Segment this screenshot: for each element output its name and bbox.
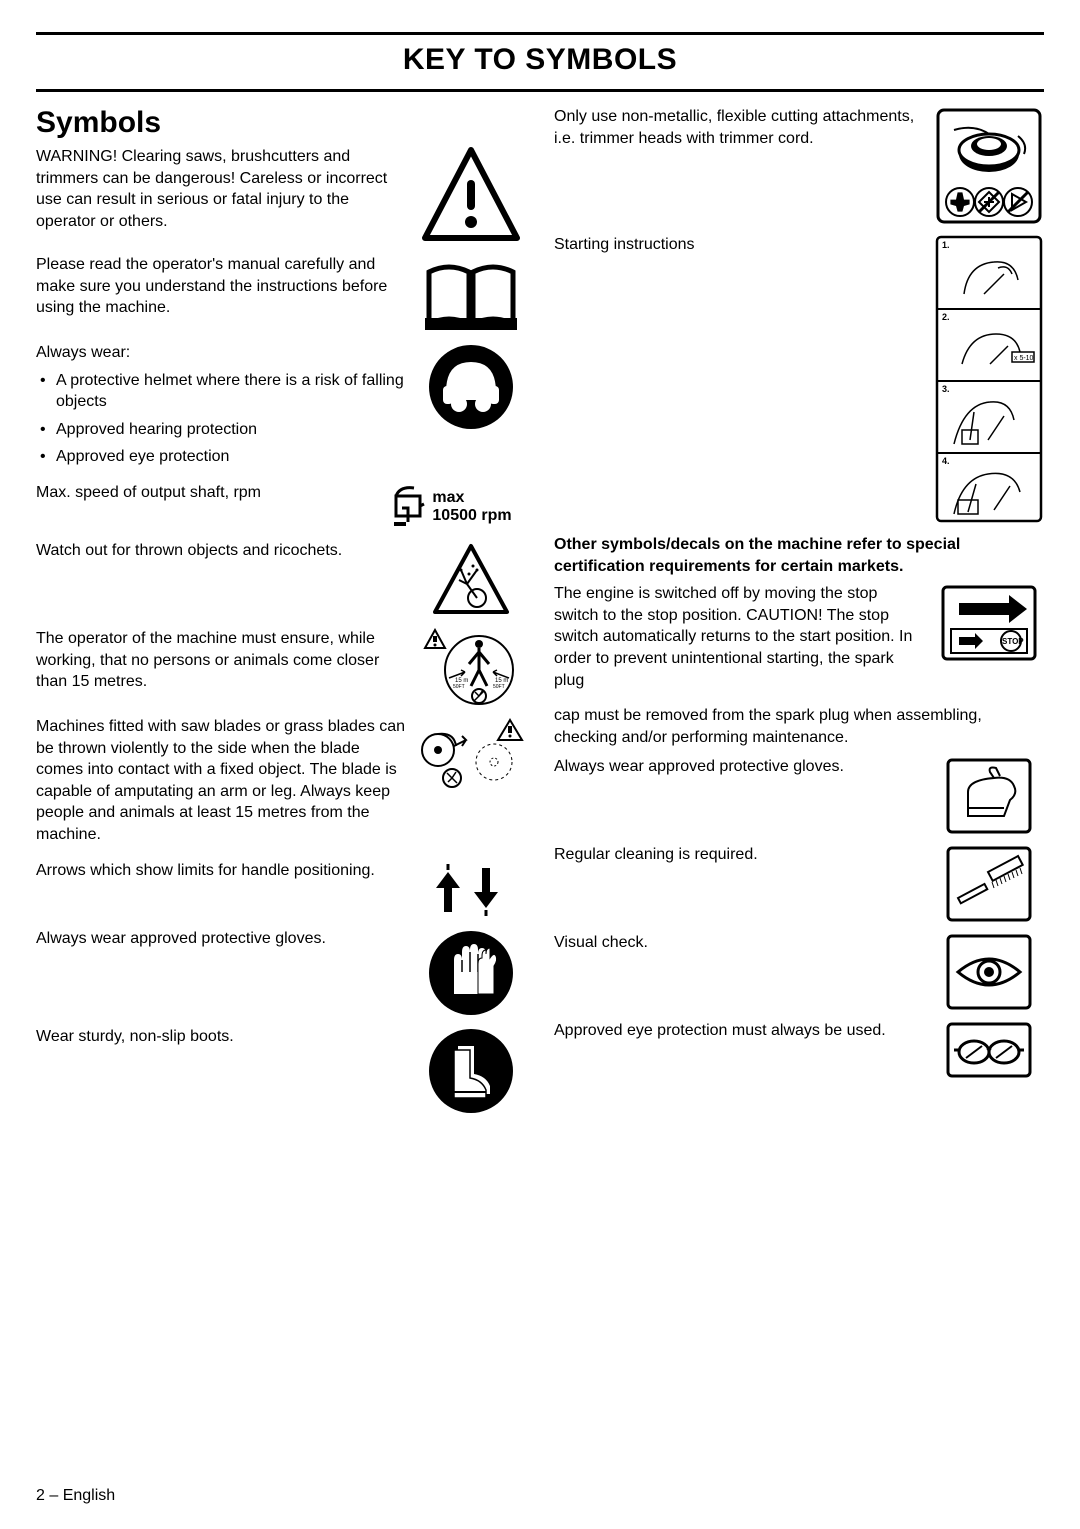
entry-boots: Wear sturdy, non-slip boots. bbox=[36, 1026, 526, 1116]
svg-text:50FT: 50FT bbox=[493, 684, 505, 690]
entry-trimmer: Only use non-metallic, flexible cutting … bbox=[554, 106, 1044, 226]
gloves-text: Always wear approved protective gloves. bbox=[36, 928, 406, 950]
warning-text: WARNING! Clearing saws, brushcutters and… bbox=[36, 146, 406, 232]
left-column: Symbols WARNING! Clearing saws, brushcut… bbox=[36, 106, 526, 1124]
max-rpm-label: Max. speed of output shaft, rpm bbox=[36, 482, 366, 504]
entry-blade: Machines fitted with saw blades or grass… bbox=[36, 716, 526, 852]
entry-gloves: Always wear approved protective gloves. bbox=[36, 928, 526, 1018]
svg-text:50FT: 50FT bbox=[453, 684, 465, 690]
ricochets-icon bbox=[416, 540, 526, 620]
blade-text: Machines fitted with saw blades or grass… bbox=[36, 716, 406, 846]
svg-text:x 5-10: x 5-10 bbox=[1014, 355, 1034, 362]
entry-max-rpm: Max. speed of output shaft, rpm max 1050… bbox=[36, 482, 526, 532]
entry-distance: The operator of the machine must ensure,… bbox=[36, 628, 526, 708]
gloves2-text: Always wear approved protective gloves. bbox=[554, 756, 924, 778]
page-title: KEY TO SYMBOLS bbox=[36, 32, 1044, 92]
ricochets-text: Watch out for thrown objects and ricoche… bbox=[36, 540, 406, 562]
svg-text:3.: 3. bbox=[942, 384, 950, 394]
stop-text-1: The engine is switched off by moving the… bbox=[554, 583, 924, 691]
boots-text: Wear sturdy, non-slip boots. bbox=[36, 1026, 406, 1048]
entry-arrows: Arrows which show limits for handle posi… bbox=[36, 860, 526, 920]
entry-stop: The engine is switched off by moving the… bbox=[554, 583, 1044, 697]
arrows-text: Arrows which show limits for handle posi… bbox=[36, 860, 406, 882]
stop-text-2: cap must be removed from the spark plug … bbox=[554, 705, 1044, 748]
starting-text: Starting instructions bbox=[554, 234, 924, 256]
page-footer: 2 – English bbox=[36, 1487, 115, 1505]
max-rpm-icon: max 10500 rpm bbox=[390, 482, 511, 532]
always-wear-label: Always wear: bbox=[36, 342, 406, 364]
entry-starting: Starting instructions 1. 2. 3. 4. x bbox=[554, 234, 1044, 524]
distance-text: The operator of the machine must ensure,… bbox=[36, 628, 406, 693]
eye-text: Approved eye protection must always be u… bbox=[554, 1020, 924, 1042]
trimmer-head-icon bbox=[934, 106, 1044, 226]
other-symbols-note: Other symbols/decals on the machine refe… bbox=[554, 534, 1044, 577]
manual-book-icon bbox=[416, 254, 526, 334]
gloves-circle-icon bbox=[416, 928, 526, 1018]
svg-text:1.: 1. bbox=[942, 240, 950, 250]
entry-cleaning: Regular cleaning is required. bbox=[554, 844, 1044, 924]
entry-manual: Please read the operator's manual carefu… bbox=[36, 254, 526, 334]
blade-throw-icon bbox=[416, 716, 526, 796]
section-title: Symbols bbox=[36, 106, 526, 140]
max-text-1: max bbox=[432, 489, 511, 507]
stop-switch-icon: STOP bbox=[934, 583, 1044, 663]
starting-steps-icon: 1. 2. 3. 4. x 5-10 bbox=[934, 234, 1044, 524]
entry-ricochets: Watch out for thrown objects and ricoche… bbox=[36, 540, 526, 620]
right-column: Only use non-metallic, flexible cutting … bbox=[554, 106, 1044, 1124]
svg-text:2.: 2. bbox=[942, 312, 950, 322]
columns: Symbols WARNING! Clearing saws, brushcut… bbox=[36, 106, 1044, 1124]
arrows-icon bbox=[416, 860, 526, 920]
warning-triangle-icon bbox=[416, 146, 526, 246]
ppe-helmet-icon bbox=[416, 342, 526, 432]
cleaning-text: Regular cleaning is required. bbox=[554, 844, 924, 866]
visual-text: Visual check. bbox=[554, 932, 924, 954]
trimmer-text: Only use non-metallic, flexible cutting … bbox=[554, 106, 924, 149]
wear-item-1: Approved hearing protection bbox=[36, 419, 406, 441]
entry-ppe: Always wear: A protective helmet where t… bbox=[36, 342, 526, 474]
cleaning-brush-icon bbox=[934, 844, 1044, 924]
goggles-icon bbox=[934, 1020, 1044, 1080]
manual-text: Please read the operator's manual carefu… bbox=[36, 254, 406, 319]
svg-text:4.: 4. bbox=[942, 456, 950, 466]
wear-item-2: Approved eye protection bbox=[36, 446, 406, 468]
svg-text:STOP: STOP bbox=[1002, 637, 1024, 646]
boots-circle-icon bbox=[416, 1026, 526, 1116]
max-text-2: 10500 rpm bbox=[432, 507, 511, 525]
entry-eye: Approved eye protection must always be u… bbox=[554, 1020, 1044, 1080]
wear-item-0: A protective helmet where there is a ris… bbox=[36, 370, 406, 413]
entry-visual: Visual check. bbox=[554, 932, 1044, 1012]
gloves-square-icon bbox=[934, 756, 1044, 836]
distance-icon: 15 m 15 m 50FT 50FT bbox=[416, 628, 526, 708]
entry-warning: WARNING! Clearing saws, brushcutters and… bbox=[36, 146, 526, 246]
eye-icon bbox=[934, 932, 1044, 1012]
entry-gloves2: Always wear approved protective gloves. bbox=[554, 756, 1044, 836]
